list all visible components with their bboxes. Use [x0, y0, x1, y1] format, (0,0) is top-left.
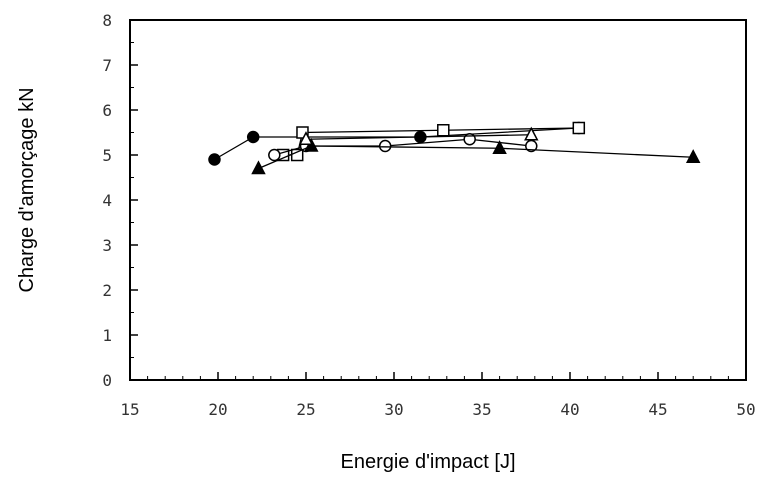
x-tick-label: 30: [384, 400, 403, 419]
series-line-filled-circle: [214, 127, 579, 161]
data-point-filled-circle: [208, 153, 221, 166]
data-point-open-square: [290, 148, 304, 162]
y-axis-title: Charge d'amorçage kN: [16, 87, 38, 292]
x-tick-label: 45: [648, 400, 667, 419]
series-line-filled-triangle: [258, 145, 694, 170]
data-point-filled-triangle: [304, 137, 319, 152]
data-point-filled-triangle: [251, 160, 266, 175]
x-tick-label: 20: [208, 400, 227, 419]
data-point-open-triangle: [524, 126, 539, 141]
y-tick-label: 6: [102, 101, 112, 120]
y-tick-label: 2: [102, 281, 112, 300]
y-tick-label: 3: [102, 236, 112, 255]
plot-frame: [129, 19, 747, 381]
data-point-open-square: [437, 124, 450, 137]
x-tick-label: 35: [472, 400, 491, 419]
data-point-open-triangle: [298, 131, 314, 145]
y-tick-label: 1: [102, 326, 112, 345]
x-tick-label: 25: [296, 400, 315, 419]
x-tick-label: 50: [736, 400, 755, 419]
data-point-open-circle: [268, 148, 281, 162]
y-tick-label: 8: [102, 11, 112, 30]
y-tick-label: 7: [102, 56, 112, 75]
data-point-filled-triangle: [685, 149, 701, 163]
x-axis-title: Energie d'impact [J]: [340, 451, 515, 473]
y-tick-label: 5: [102, 146, 112, 165]
y-tick-label: 4: [102, 191, 112, 210]
x-tick-label: 15: [120, 400, 139, 419]
data-point-open-circle: [378, 139, 392, 153]
x-tick-label: 40: [560, 400, 579, 419]
series-line-open-triangle: [305, 134, 532, 140]
data-point-filled-triangle: [492, 140, 507, 154]
data-point-open-square: [572, 121, 586, 135]
y-tick-label: 0: [102, 371, 112, 390]
data-point-filled-circle: [246, 130, 260, 144]
